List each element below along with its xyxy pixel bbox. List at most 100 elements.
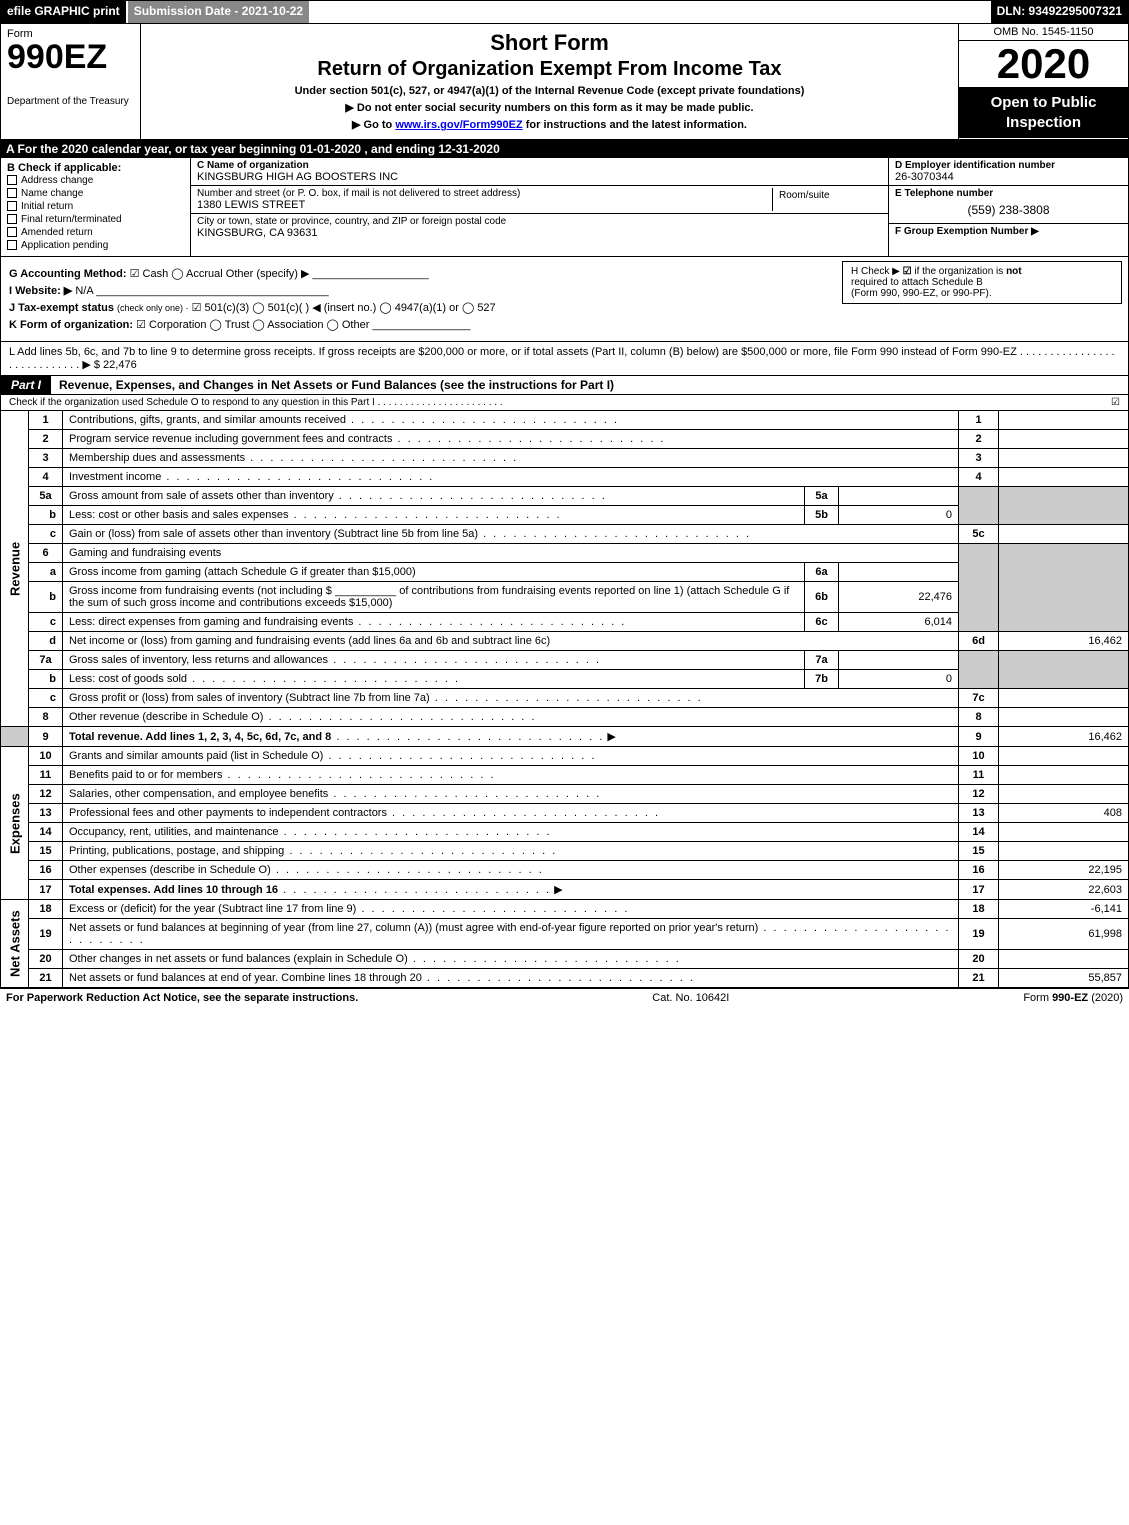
row-17: 17 Total expenses. Add lines 10 through …: [1, 880, 1129, 900]
n-21: 21: [29, 969, 63, 988]
d-7b: Less: cost of goods sold: [63, 670, 805, 689]
telephone-value: (559) 238-3808: [895, 199, 1122, 221]
k-underline: ________________: [372, 319, 470, 331]
cn-21: 21: [959, 969, 999, 988]
j-opts[interactable]: ☑ 501(c)(3) ◯ 501(c)( ) ◀ (insert no.) ◯…: [192, 302, 496, 314]
d-21: Net assets or fund balances at end of ye…: [63, 969, 959, 988]
chk-final-return[interactable]: Final return/terminated: [7, 213, 184, 226]
section-k: K Form of organization: ☑ Corporation ◯ …: [9, 318, 1120, 331]
org-name-row: C Name of organization KINGSBURG HIGH AG…: [191, 158, 888, 186]
goto-prefix: ▶ Go to: [352, 119, 395, 131]
g-other[interactable]: Other (specify) ▶ ___________________: [226, 268, 429, 280]
d-5c: Gain or (loss) from sale of assets other…: [63, 525, 959, 544]
cv-13: 408: [999, 804, 1129, 823]
row-8: 8 Other revenue (describe in Schedule O)…: [1, 708, 1129, 727]
vlabel-revenue: Revenue: [1, 411, 29, 727]
addr-label: Number and street (or P. O. box, if mail…: [197, 188, 520, 199]
gray-corner-9: [1, 727, 29, 747]
h-checkbox[interactable]: ☑: [903, 266, 912, 277]
section-d: D Employer identification number 26-3070…: [889, 158, 1128, 186]
part1-header: Part I Revenue, Expenses, and Changes in…: [0, 375, 1129, 395]
n-1: 1: [29, 411, 63, 430]
chk-name-change[interactable]: Name change: [7, 187, 184, 200]
cv-1: [999, 411, 1129, 430]
part1-check[interactable]: ☑: [1111, 397, 1120, 408]
n-10: 10: [29, 747, 63, 766]
room-label: Room/suite: [779, 190, 830, 201]
cv-17: 22,603: [999, 880, 1129, 900]
page-footer: For Paperwork Reduction Act Notice, see …: [0, 988, 1129, 1007]
row-7c: c Gross profit or (loss) from sales of i…: [1, 689, 1129, 708]
mv-6c: 6,014: [839, 613, 959, 632]
k-opts[interactable]: ☑ Corporation ◯ Trust ◯ Association ◯ Ot…: [136, 319, 369, 331]
row-9: 9 Total revenue. Add lines 1, 2, 3, 4, 5…: [1, 727, 1129, 747]
section-l: L Add lines 5b, 6c, and 7b to line 9 to …: [0, 342, 1129, 375]
cn-14: 14: [959, 823, 999, 842]
d-6b: Gross income from fundraising events (no…: [63, 582, 805, 613]
n-13: 13: [29, 804, 63, 823]
part1-tag: Part I: [1, 376, 51, 394]
vlabel-netassets: Net Assets: [1, 900, 29, 988]
org-right-col: D Employer identification number 26-3070…: [888, 158, 1128, 256]
mn-7b: 7b: [805, 670, 839, 689]
n-19: 19: [29, 919, 63, 950]
n-12: 12: [29, 785, 63, 804]
header-left: Form 990EZ Department of the Treasury: [1, 24, 141, 139]
h-line2: required to attach Schedule B: [851, 277, 983, 288]
n-7b: b: [29, 670, 63, 689]
footer-mid: Cat. No. 10642I: [652, 992, 729, 1004]
mv-5a: [839, 487, 959, 506]
irs-link[interactable]: www.irs.gov/Form990EZ: [395, 119, 522, 131]
h-line3: (Form 990, 990-EZ, or 990-PF).: [851, 288, 992, 299]
chk-address-change[interactable]: Address change: [7, 174, 184, 187]
n-8: 8: [29, 708, 63, 727]
n-5a: 5a: [29, 487, 63, 506]
chk-initial-return[interactable]: Initial return: [7, 200, 184, 213]
n-6: 6: [29, 544, 63, 563]
l-value: $ 22,476: [94, 359, 137, 371]
chk-amended-return[interactable]: Amended return: [7, 226, 184, 239]
n-7a: 7a: [29, 651, 63, 670]
inspection-line1: Open to Public: [991, 94, 1097, 111]
d-9: Total revenue. Add lines 1, 2, 3, 4, 5c,…: [63, 727, 959, 747]
d-13: Professional fees and other payments to …: [63, 804, 959, 823]
cv-18: -6,141: [999, 900, 1129, 919]
cv-10: [999, 747, 1129, 766]
lines-table: Revenue 1 Contributions, gifts, grants, …: [0, 410, 1129, 988]
row-21: 21 Net assets or fund balances at end of…: [1, 969, 1129, 988]
chk-application-pending[interactable]: Application pending: [7, 239, 184, 252]
efile-print-label[interactable]: efile GRAPHIC print: [1, 1, 126, 23]
cn-2: 2: [959, 430, 999, 449]
n-6a: a: [29, 563, 63, 582]
g-accrual[interactable]: ◯ Accrual: [171, 268, 222, 280]
city-label: City or town, state or province, country…: [197, 216, 506, 227]
cv-8: [999, 708, 1129, 727]
h-not: not: [1006, 266, 1022, 277]
mn-6c: 6c: [805, 613, 839, 632]
d-7c: Gross profit or (loss) from sales of inv…: [63, 689, 959, 708]
n-15: 15: [29, 842, 63, 861]
f-label: F Group Exemption Number ▶: [895, 226, 1039, 237]
row-6d: d Net income or (loss) from gaming and f…: [1, 632, 1129, 651]
i-label: I Website: ▶: [9, 285, 72, 297]
room-suite-col: Room/suite: [772, 188, 882, 211]
website-underline: ______________________________________: [96, 285, 328, 297]
mn-5a: 5a: [805, 487, 839, 506]
cv-19: 61,998: [999, 919, 1129, 950]
row-11: 11 Benefits paid to or for members 11: [1, 766, 1129, 785]
gray-7v: [999, 651, 1129, 689]
form-header: Form 990EZ Department of the Treasury Sh…: [0, 24, 1129, 140]
cv-9: 16,462: [999, 727, 1129, 747]
cv-7c: [999, 689, 1129, 708]
cn-20: 20: [959, 950, 999, 969]
d-5a: Gross amount from sale of assets other t…: [63, 487, 805, 506]
d-17: Total expenses. Add lines 10 through 16 …: [63, 880, 959, 900]
n-4: 4: [29, 468, 63, 487]
n-5b: b: [29, 506, 63, 525]
gray-6v: [999, 544, 1129, 632]
g-cash[interactable]: ☑ Cash: [130, 268, 169, 280]
gray-6: [959, 544, 999, 632]
city-value: KINGSBURG, CA 93631: [197, 227, 882, 239]
d-5b: Less: cost or other basis and sales expe…: [63, 506, 805, 525]
org-city-row: City or town, state or province, country…: [191, 214, 888, 241]
